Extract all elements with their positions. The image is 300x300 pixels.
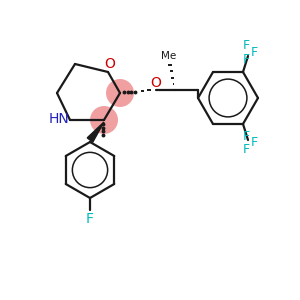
Polygon shape — [87, 122, 104, 142]
Text: F: F — [242, 38, 250, 52]
Text: F: F — [242, 52, 250, 65]
Text: F: F — [242, 143, 250, 157]
Circle shape — [106, 79, 134, 107]
Text: O: O — [105, 57, 116, 71]
Text: O: O — [151, 76, 161, 90]
Text: F: F — [86, 212, 94, 226]
Text: F: F — [250, 46, 258, 59]
Text: F: F — [242, 130, 250, 143]
Circle shape — [90, 106, 118, 134]
Text: F: F — [250, 136, 258, 149]
Text: HN: HN — [49, 112, 69, 126]
Text: Me: Me — [161, 51, 177, 61]
